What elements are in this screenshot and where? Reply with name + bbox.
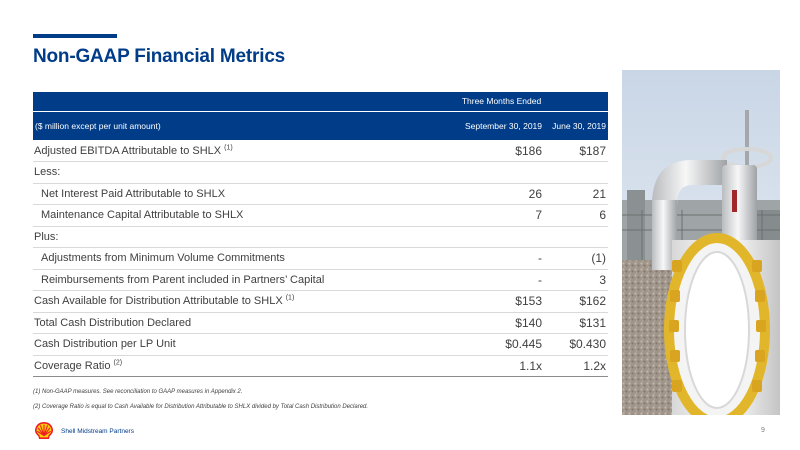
table-row: Total Cash Distribution Declared $140 $1… — [33, 312, 609, 334]
row-label: Adjusted EBITDA Attributable to SHLX (1) — [33, 140, 395, 162]
table-row: Net Interest Paid Attributable to SHLX 2… — [33, 183, 609, 205]
row-value-jun — [544, 161, 609, 184]
footnote-ref: (1) — [285, 294, 295, 302]
row-value-sep: 1.1x — [395, 355, 544, 377]
row-value-sep: $0.445 — [395, 333, 544, 356]
table-row: Adjustments from Minimum Volume Commitme… — [33, 247, 609, 270]
row-value-sep — [395, 226, 544, 248]
row-value-sep: - — [395, 247, 544, 270]
row-label: Adjustments from Minimum Volume Commitme… — [33, 247, 395, 270]
row-label: Cash Available for Distribution Attribut… — [33, 290, 395, 313]
column-header-jun-2019: June 30, 2019 — [544, 110, 609, 140]
row-value-sep: $140 — [395, 312, 544, 334]
row-label: Reimbursements from Parent included in P… — [33, 269, 395, 291]
table-row: Cash Available for Distribution Attribut… — [33, 290, 609, 313]
row-value-sep: - — [395, 269, 544, 291]
row-value-sep: $153 — [395, 290, 544, 313]
footnote-1: (1) Non-GAAP measures. See reconciliatio… — [33, 389, 243, 395]
table-row: Plus: — [33, 226, 609, 248]
row-value-jun: 3 — [544, 269, 609, 291]
table-row: Maintenance Capital Attributable to SHLX… — [33, 204, 609, 227]
row-value-jun: $187 — [544, 140, 609, 162]
shell-logo — [34, 421, 54, 440]
footnote-2: (2) Coverage Ratio is equal to Cash Avai… — [33, 404, 369, 410]
row-label: Cash Distribution per LP Unit — [33, 333, 395, 356]
row-label: Less: — [33, 161, 395, 184]
row-value-jun: (1) — [544, 247, 609, 270]
table-row: Reimbursements from Parent included in P… — [33, 269, 609, 291]
row-label: Coverage Ratio (2) — [33, 355, 395, 377]
financial-metrics-table: Three Months Ended ($ million except per… — [33, 92, 609, 377]
row-value-sep: 7 — [395, 204, 544, 227]
row-label: Net Interest Paid Attributable to SHLX — [33, 183, 395, 205]
unit-label-header: ($ million except per unit amount) — [33, 110, 395, 140]
row-value-sep: $186 — [395, 140, 544, 162]
column-header-sep-2019: September 30, 2019 — [395, 110, 544, 140]
pipeline-valve-photo — [622, 70, 780, 415]
row-value-jun: $162 — [544, 290, 609, 313]
header-spacer — [33, 92, 395, 111]
title-accent-bar — [33, 34, 117, 38]
row-value-jun — [544, 226, 609, 248]
row-label: Maintenance Capital Attributable to SHLX — [33, 204, 395, 227]
company-name: Shell Midstream Partners — [61, 428, 134, 435]
footnote-ref: (1) — [224, 143, 233, 151]
footnote-ref: (2) — [113, 359, 123, 367]
row-label: Total Cash Distribution Declared — [33, 312, 395, 334]
row-value-jun: 1.2x — [544, 355, 609, 377]
page-title: Non-GAAP Financial Metrics — [33, 46, 286, 67]
table-row: Coverage Ratio (2) 1.1x 1.2x — [33, 355, 609, 377]
row-value-sep — [395, 161, 544, 184]
row-value-sep: 26 — [395, 183, 544, 205]
table-row: Adjusted EBITDA Attributable to SHLX (1)… — [33, 140, 609, 162]
row-value-jun: $0.430 — [544, 333, 609, 356]
row-value-jun: 21 — [544, 183, 609, 205]
period-group-header: Three Months Ended — [395, 92, 609, 112]
page-number: 9 — [761, 427, 765, 434]
table-row: Cash Distribution per LP Unit $0.445 $0.… — [33, 333, 609, 356]
row-value-jun: $131 — [544, 312, 609, 334]
table-row: Less: — [33, 161, 609, 184]
row-label: Plus: — [33, 226, 395, 248]
row-value-jun: 6 — [544, 204, 609, 227]
